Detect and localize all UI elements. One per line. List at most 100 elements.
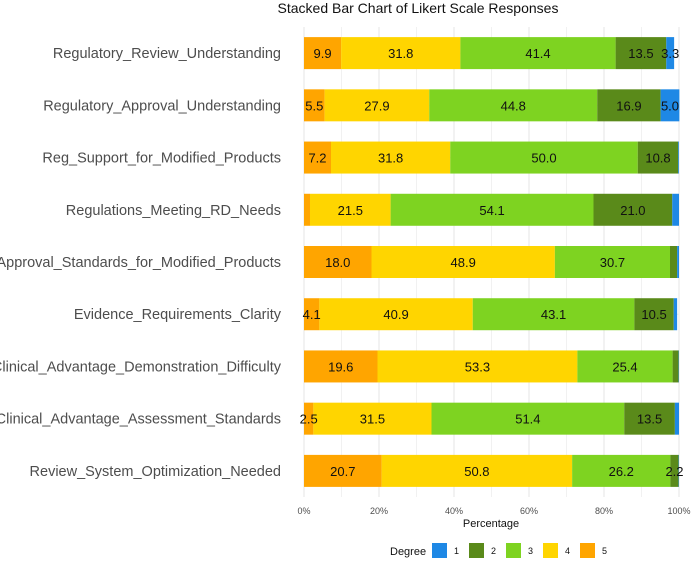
bar-segment-degree-2 bbox=[637, 141, 679, 174]
data-label: 10.8 bbox=[645, 151, 670, 166]
bar-segment-degree-2 bbox=[597, 89, 661, 122]
y-category-label: Evidence_Requirements_Clarity bbox=[74, 307, 282, 323]
data-label: 2.2 bbox=[665, 464, 683, 479]
y-category-label: Regulations_Meeting_RD_Needs bbox=[66, 203, 281, 219]
data-label: 7.2 bbox=[308, 151, 326, 166]
data-label: 51.4 bbox=[515, 412, 540, 427]
legend-swatch-degree-3 bbox=[506, 543, 521, 558]
bar-segment-degree-3 bbox=[577, 350, 673, 383]
bar-segment-degree-2 bbox=[672, 350, 679, 383]
data-label: 50.8 bbox=[464, 464, 489, 479]
data-label: 13.5 bbox=[637, 412, 662, 427]
x-axis: 0% 20% 40% 60% 80% 100% bbox=[297, 506, 690, 516]
data-label: 13.5 bbox=[628, 46, 653, 61]
legend-swatch-degree-2 bbox=[469, 543, 484, 558]
bar-segment-degree-5 bbox=[304, 298, 320, 331]
data-label: 27.9 bbox=[364, 98, 389, 113]
data-label: 5.5 bbox=[305, 98, 323, 113]
bar-segment-degree-3 bbox=[390, 193, 594, 226]
data-label: 41.4 bbox=[525, 46, 550, 61]
data-label: 40.9 bbox=[383, 307, 408, 322]
bar-segment-degree-4 bbox=[324, 89, 430, 122]
bar-segment-degree-3 bbox=[572, 454, 671, 487]
x-tick-label: 20% bbox=[370, 506, 388, 516]
data-label: 50.0 bbox=[531, 151, 556, 166]
data-label: 54.1 bbox=[479, 203, 504, 218]
legend-swatch-degree-5 bbox=[580, 543, 595, 558]
data-label: 20.7 bbox=[330, 464, 355, 479]
bar-segment-degree-4 bbox=[341, 37, 461, 70]
bar-segment-degree-1 bbox=[674, 402, 679, 435]
data-label: 5.0 bbox=[661, 98, 679, 113]
bar-segment-degree-2 bbox=[670, 246, 678, 278]
bar-segment-degree-1 bbox=[672, 193, 679, 226]
bar-segment-degree-2 bbox=[615, 37, 667, 70]
legend-label: 1 bbox=[454, 546, 459, 556]
bar-segment-degree-5 bbox=[304, 454, 382, 487]
y-category-label: Clinical_Advantage_Demonstration_Difficu… bbox=[0, 359, 282, 375]
bar-segment-degree-1 bbox=[660, 89, 680, 122]
data-label: 48.9 bbox=[451, 255, 476, 270]
data-label: 43.1 bbox=[541, 307, 566, 322]
data-label: 16.9 bbox=[616, 98, 641, 113]
bar-segment-degree-4 bbox=[331, 141, 451, 174]
x-tick-label: 40% bbox=[445, 506, 463, 516]
data-label: 31.8 bbox=[378, 151, 403, 166]
data-label: 4.1 bbox=[303, 307, 321, 322]
bar-segment-degree-4 bbox=[313, 402, 432, 435]
legend-label: 2 bbox=[491, 546, 496, 556]
bar-segment-degree-4 bbox=[371, 246, 555, 278]
y-category-label: Regulatory_Review_Understanding bbox=[53, 46, 281, 62]
bar-segment-degree-5 bbox=[304, 89, 325, 122]
bar-segment-degree-2 bbox=[624, 402, 675, 435]
data-label: 2.5 bbox=[300, 412, 318, 427]
plot-area: 9.9 31.8 41.4 13.5 3.3 5.5 27.9 44.8 16.9 5.0 7.2 3… bbox=[300, 27, 684, 497]
legend-label: 3 bbox=[528, 546, 533, 556]
data-label: 26.2 bbox=[609, 464, 634, 479]
bar-segment-degree-5 bbox=[304, 37, 342, 70]
data-label: 44.8 bbox=[501, 98, 526, 113]
bar-segment-degree-2 bbox=[634, 298, 674, 331]
data-label: 21.5 bbox=[338, 203, 363, 218]
y-axis: Regulatory_Review_Understanding Regulator… bbox=[0, 46, 282, 480]
bar-segment-degree-3 bbox=[472, 298, 635, 331]
y-category-label: Reg_Support_for_Modified_Products bbox=[42, 151, 281, 167]
legend-label: 5 bbox=[602, 546, 607, 556]
x-tick-label: 80% bbox=[595, 506, 613, 516]
x-tick-label: 100% bbox=[667, 506, 690, 516]
bar-segment-degree-4 bbox=[319, 298, 473, 331]
bar-segment-degree-2 bbox=[593, 193, 673, 226]
y-category-label: Approval_Standards_for_Modified_Products bbox=[0, 255, 281, 271]
bar-segment-degree-3 bbox=[429, 89, 598, 122]
legend-swatch-degree-1 bbox=[432, 543, 447, 558]
x-tick-label: 60% bbox=[520, 506, 538, 516]
bar-segment-degree-1 bbox=[673, 298, 678, 331]
legend-label: 4 bbox=[565, 546, 570, 556]
data-label: 10.5 bbox=[641, 307, 666, 322]
x-axis-title: Percentage bbox=[463, 518, 519, 530]
bar-segment-degree-2 bbox=[670, 454, 679, 487]
data-label: 31.5 bbox=[360, 412, 385, 427]
legend-swatch-degree-4 bbox=[543, 543, 558, 558]
bar-segment-degree-5 bbox=[304, 246, 372, 278]
bar-segment-degree-5 bbox=[304, 193, 310, 226]
data-label: 31.8 bbox=[388, 46, 413, 61]
bar-segment-degree-1 bbox=[666, 37, 675, 70]
data-label: 25.4 bbox=[612, 359, 637, 374]
chart-title: Stacked Bar Chart of Likert Scale Respon… bbox=[278, 0, 559, 16]
data-label: 18.0 bbox=[325, 255, 350, 270]
legend-title: Degree bbox=[390, 546, 426, 558]
bar-segment-degree-5 bbox=[304, 141, 331, 174]
bar-segment-degree-3 bbox=[431, 402, 625, 435]
y-category-label: Clinical_Advantage_Assessment_Standards bbox=[0, 412, 281, 428]
bar-segment-degree-4 bbox=[310, 193, 391, 226]
data-label: 9.9 bbox=[314, 46, 332, 61]
data-label: 30.7 bbox=[600, 255, 625, 270]
bar-segment-degree-4 bbox=[377, 350, 578, 383]
legend-items: 1 2 3 4 5 bbox=[432, 543, 607, 558]
data-label: 21.0 bbox=[620, 203, 645, 218]
bar-segment-degree-5 bbox=[304, 350, 378, 383]
data-label: 19.6 bbox=[328, 359, 353, 374]
bar-segment-degree-1 bbox=[677, 246, 679, 278]
